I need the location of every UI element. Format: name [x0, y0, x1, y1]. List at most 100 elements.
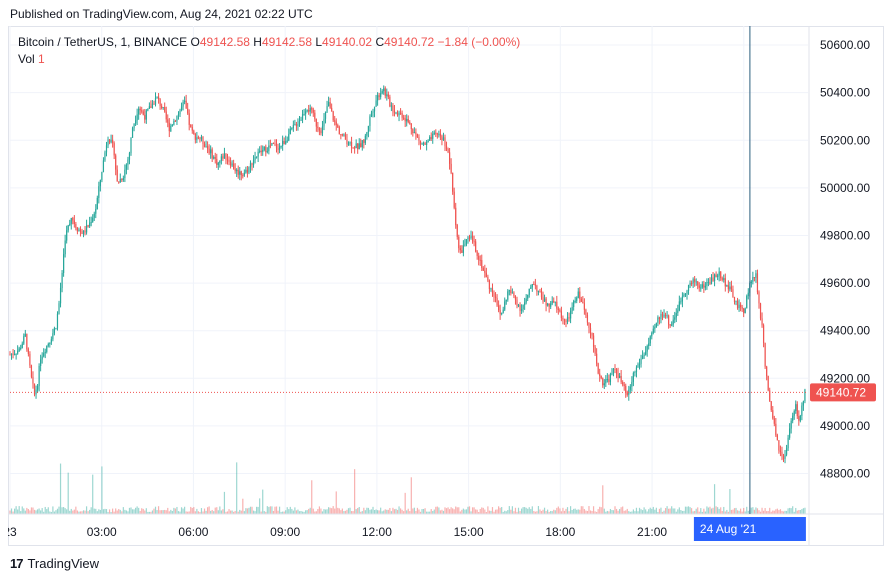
candle-body: [370, 112, 373, 117]
candle-body: [274, 143, 276, 145]
candle-body: [260, 150, 262, 153]
volume-bar: [591, 511, 593, 514]
volume-bar: [520, 508, 523, 514]
volume-bar: [75, 506, 77, 514]
volume-bar: [484, 509, 486, 514]
volume-bar: [530, 508, 532, 514]
volume-bar: [67, 472, 69, 514]
candle-body: [583, 303, 585, 310]
volume-bar: [427, 511, 429, 514]
volume-bar: [102, 509, 105, 514]
candle-body: [452, 172, 454, 192]
candle-body: [303, 114, 305, 116]
volume-bar: [755, 507, 757, 514]
candle-body: [63, 254, 65, 274]
candle-body: [611, 373, 613, 375]
volume-bar: [334, 508, 336, 514]
volume-bar: [144, 510, 146, 514]
volume-bar: [746, 506, 748, 514]
volume-bar: [154, 506, 157, 514]
candle-body: [522, 305, 524, 310]
volume-bar: [321, 511, 324, 514]
volume-bar: [692, 511, 694, 514]
candle-body: [125, 164, 128, 170]
volume-bar: [242, 498, 244, 514]
candle-body: [93, 213, 95, 218]
candle-body: [690, 283, 693, 285]
tradingview-brand[interactable]: 17 TradingView: [10, 556, 99, 571]
price-tick-label: 49400.00: [820, 324, 870, 338]
volume-bar: [603, 508, 605, 514]
candle-body: [706, 281, 708, 286]
volume-bar: [156, 510, 158, 514]
candle-body: [762, 325, 765, 343]
candle-body: [476, 251, 478, 256]
candle-body: [485, 272, 487, 277]
candle-body: [323, 118, 325, 127]
candle-body: [116, 169, 118, 182]
volume-bar: [792, 506, 794, 514]
volume-bar: [395, 508, 397, 514]
candle-body: [305, 111, 307, 115]
volume-bar: [554, 510, 556, 514]
candle-body: [335, 121, 337, 126]
candle-body: [782, 456, 785, 459]
candle-body: [410, 123, 412, 130]
volume-bar: [599, 506, 601, 514]
volume-bar: [194, 511, 196, 514]
volume-bar: [501, 507, 503, 514]
candle-body: [286, 140, 288, 142]
volume-bar: [764, 508, 766, 514]
candle-body: [698, 285, 700, 288]
volume-bar: [210, 510, 212, 514]
candle-body: [216, 158, 218, 165]
candle-body: [317, 126, 319, 129]
volume-bar: [700, 508, 702, 514]
candle-body: [269, 145, 271, 147]
candle-body: [539, 290, 541, 292]
volume-bar: [482, 507, 484, 514]
volume-bar: [802, 508, 805, 514]
candle-body: [367, 125, 370, 133]
candle-body: [314, 112, 316, 119]
candle-body: [622, 382, 624, 385]
volume-bar: [462, 508, 464, 514]
candle-body: [153, 103, 155, 105]
volume-bar: [370, 509, 373, 514]
price-axis[interactable]: 50600.00 50400.00 50200.00 50000.00 49800.00…: [808, 26, 870, 546]
candle-body: [289, 128, 291, 135]
volume-bar: [600, 507, 602, 514]
candle-body: [101, 172, 103, 181]
candle-body: [167, 119, 169, 123]
symbol-name[interactable]: Bitcoin / TetherUS, 1, BINANCE: [18, 35, 188, 49]
volume-bar: [187, 511, 189, 514]
volume-bar: [398, 506, 400, 514]
close-label: C: [375, 35, 385, 49]
volume-bar: [27, 509, 29, 514]
price-chart[interactable]: 50600.00 50400.00 50200.00 50000.00 49800.00…: [8, 26, 884, 546]
candle-body: [108, 139, 111, 143]
price-tick-label: 49000.00: [820, 419, 870, 433]
candle-body: [488, 280, 491, 290]
candle-body: [399, 112, 402, 114]
candle-body: [580, 298, 582, 302]
volume-bar: [20, 511, 22, 514]
candle-body: [560, 311, 563, 318]
candle-body: [747, 292, 749, 297]
volume-bar: [165, 510, 167, 514]
volume-bar: [762, 510, 765, 514]
volume-bar: [161, 510, 163, 514]
candle-body: [357, 143, 359, 150]
candle-body: [372, 111, 374, 113]
candle-body: [139, 108, 141, 111]
published-caption: Published on TradingView.com, Aug 24, 20…: [10, 7, 313, 21]
candle-body: [64, 240, 66, 255]
candle-body: [306, 110, 308, 112]
candle-body: [226, 159, 229, 161]
volume-bar: [265, 511, 267, 514]
volume-label[interactable]: Vol: [18, 52, 35, 66]
volume-bar: [444, 507, 446, 514]
volume-bar: [715, 506, 717, 514]
candle-body: [82, 230, 85, 234]
candle-body: [165, 111, 167, 120]
